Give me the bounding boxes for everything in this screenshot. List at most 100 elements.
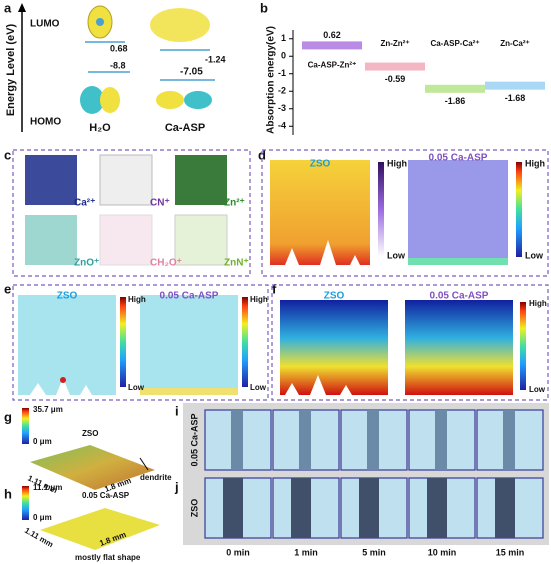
sample: ZSO — [82, 429, 98, 438]
orbital — [80, 86, 104, 114]
time-label: 0 min — [226, 547, 250, 557]
electrode — [503, 410, 515, 470]
sample: ZSO — [57, 291, 78, 302]
level-label: HOMO — [30, 117, 61, 128]
panel-label: a — [4, 0, 12, 15]
colorbar — [520, 302, 526, 390]
pointer — [139, 457, 149, 471]
panel-label: e — [4, 281, 11, 296]
interface — [140, 388, 238, 395]
field-map — [270, 160, 370, 265]
row-label: 0.05 Ca-ASP — [189, 413, 199, 466]
panel-label: f — [272, 281, 277, 296]
colorbar — [242, 297, 248, 387]
tof-image — [25, 215, 77, 265]
tof-image — [25, 155, 77, 205]
colorbar — [120, 297, 126, 387]
interface — [408, 258, 508, 265]
field-map — [280, 300, 388, 395]
y-tick-label: -4 — [278, 121, 286, 131]
hotspot — [60, 377, 66, 383]
scale-high: High — [525, 158, 545, 168]
row-label: ZSO — [189, 499, 199, 518]
atom — [96, 18, 104, 26]
time-label: 10 min — [428, 547, 457, 557]
scale-max: 35.7 μm — [33, 405, 63, 414]
plot: 1 0 -1 -2 -3 -4 0.62 Ca-ASP-Zn²⁺ -0.59 Zn-Zn²⁺ -1.… — [278, 30, 545, 131]
scale-high: High — [250, 295, 268, 304]
scale-low: Low — [250, 383, 267, 392]
category-label: Ca-ASP-Ca²⁺ — [430, 39, 479, 48]
scale-low: Low — [529, 385, 546, 394]
panel-label: g — [4, 409, 12, 424]
panel-label: c — [4, 147, 11, 162]
scale-high: High — [529, 299, 547, 308]
electrode — [359, 478, 379, 538]
colorbar — [516, 162, 522, 257]
level-label: LUMO — [30, 19, 60, 30]
category-label: Zn-Ca²⁺ — [500, 39, 530, 48]
value-label: -1.86 — [445, 96, 466, 106]
axis-title: Energy Level (eV) — [5, 24, 17, 117]
electrode — [435, 410, 447, 470]
colorbar — [22, 486, 29, 520]
panel-label: j — [174, 479, 179, 494]
scale-max: 11.1 μm — [33, 483, 62, 492]
frame — [261, 149, 549, 277]
y-tick-label: 1 — [281, 33, 286, 43]
orbital — [150, 8, 210, 42]
orbital — [184, 91, 212, 109]
energy: -8.8 — [110, 60, 126, 70]
bar — [365, 62, 425, 71]
electrode — [299, 410, 311, 470]
micrographs: 0 min 1 min 5 min 10 min 15 min — [204, 409, 544, 557]
panel-label: h — [4, 486, 12, 501]
electrode — [367, 410, 379, 470]
category-label: Zn-Zn²⁺ — [380, 39, 409, 48]
panel-label: b — [260, 0, 268, 15]
scale-low: Low — [387, 250, 406, 260]
species: Zn²⁺ — [224, 198, 245, 209]
species: ZnO⁺ — [74, 258, 99, 269]
orbital — [156, 91, 184, 109]
field-map — [140, 295, 238, 395]
species: CH₂O⁺ — [150, 258, 182, 269]
species: Ca²⁺ — [74, 198, 95, 209]
sample: 0.05 Ca-ASP — [82, 491, 130, 500]
tof-image — [174, 214, 228, 266]
scale-min: 0 μm — [33, 437, 52, 446]
panel-label: i — [175, 403, 179, 418]
arrow — [18, 3, 26, 12]
sample: 0.05 Ca-ASP — [429, 153, 488, 164]
energy: 0.68 — [110, 43, 128, 53]
field-map — [18, 295, 116, 395]
colorbar — [22, 408, 29, 444]
value-label: -1.68 — [505, 93, 526, 103]
category-label: Ca-ASP-Zn²⁺ — [308, 61, 357, 70]
y-tick-label: 0 — [281, 51, 286, 61]
species: ZnN⁺ — [224, 258, 249, 269]
dendrite — [285, 375, 352, 395]
colorbar — [378, 162, 384, 257]
note: mostly flat shape — [75, 553, 141, 562]
dendrite — [285, 240, 360, 265]
bar — [485, 81, 545, 90]
tof-image — [175, 155, 227, 205]
sample: ZSO — [324, 291, 345, 302]
value-label: -0.59 — [385, 74, 406, 84]
electrode — [291, 478, 311, 538]
scale-min: 0 μm — [33, 513, 52, 522]
note: dendrite — [140, 473, 172, 482]
y-tick-label: -3 — [278, 103, 286, 113]
scale-high: High — [128, 295, 146, 304]
tof-image — [99, 154, 153, 206]
time-label: 5 min — [362, 547, 386, 557]
molecule-label: H₂O — [89, 122, 111, 134]
frame — [271, 284, 549, 401]
electrode — [223, 478, 243, 538]
sample: ZSO — [310, 159, 331, 170]
time-label: 1 min — [294, 547, 318, 557]
surface — [40, 508, 160, 550]
sample: 0.05 Ca-ASP — [160, 291, 219, 302]
